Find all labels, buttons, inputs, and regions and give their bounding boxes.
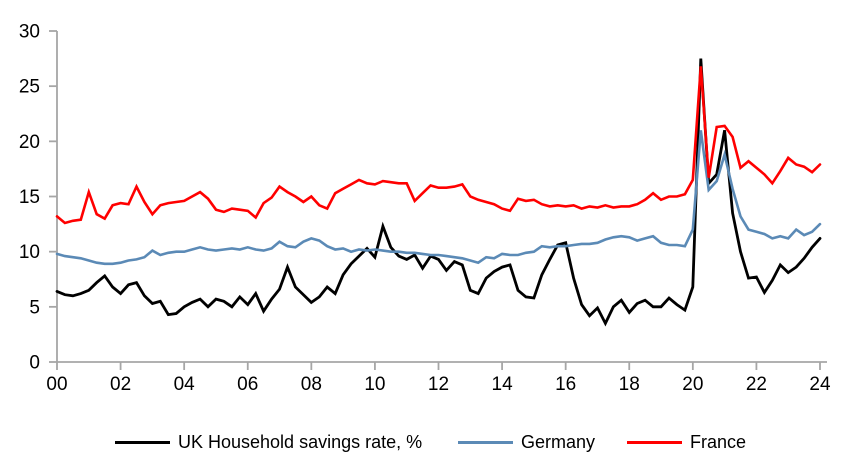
x-axis-label: 10 — [364, 374, 385, 395]
y-axis-label: 5 — [29, 297, 40, 318]
x-axis-label: 16 — [555, 374, 576, 395]
x-axis-label: 02 — [110, 374, 131, 395]
y-axis-label: 15 — [19, 187, 40, 208]
x-axis-label: 00 — [46, 374, 67, 395]
legend-line-swatch-uk — [115, 440, 170, 444]
chart-canvas: 0 5 10 15 20 25 30 00 02 04 06 08 10 12 14 16 18 20 22 24 — [19, 22, 831, 396]
x-axis-label: 14 — [492, 374, 514, 395]
x-axis-label: 12 — [428, 374, 449, 395]
legend-label-germany: Germany — [521, 431, 596, 452]
legend-label-france: France — [690, 431, 747, 452]
legend-item-france: France — [627, 429, 746, 455]
x-axis-label: 20 — [682, 374, 703, 395]
x-axis-label: 18 — [619, 374, 640, 395]
chart-legend: UK Household savings rate, % Germany Franc… — [0, 429, 852, 455]
legend-line-swatch-france — [627, 440, 682, 444]
series-line-uk — [55, 58, 822, 327]
x-axis-label: 24 — [809, 374, 831, 395]
legend-label-uk: UK Household savings rate, % — [178, 431, 423, 452]
legend-item-germany: Germany — [458, 429, 595, 455]
y-axis-label: 30 — [19, 22, 40, 43]
x-axis-label: 22 — [746, 374, 767, 395]
x-axis-label: 04 — [174, 374, 196, 395]
x-axis-label: 08 — [301, 374, 322, 395]
y-axis-label: 0 — [29, 353, 40, 374]
x-axis-label: 06 — [237, 374, 258, 395]
legend-line-swatch-germany — [458, 440, 513, 444]
series-line-germany — [55, 130, 822, 266]
y-axis-label: 10 — [19, 242, 40, 263]
y-axis-label: 25 — [19, 77, 40, 98]
legend-item-uk: UK Household savings rate, % — [115, 429, 422, 455]
y-axis-label: 20 — [19, 132, 40, 153]
series-line-france — [55, 66, 822, 225]
